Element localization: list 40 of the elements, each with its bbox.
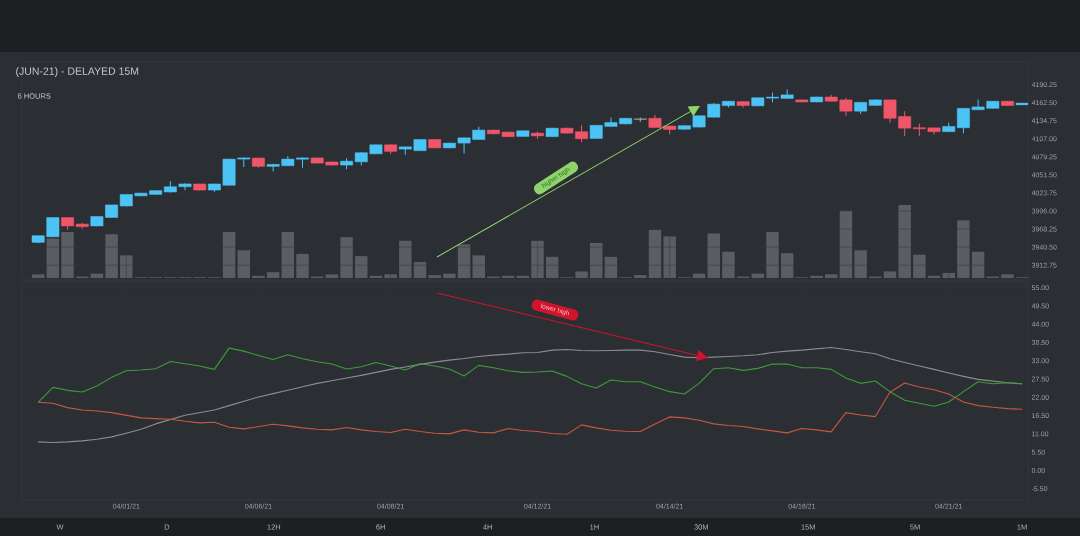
chart-title: (JUN-21) - DELAYED 15M bbox=[16, 67, 139, 77]
bar bbox=[648, 229, 662, 278]
bar bbox=[825, 274, 838, 278]
bar bbox=[105, 234, 118, 278]
bar bbox=[237, 250, 251, 278]
bar bbox=[604, 256, 618, 278]
bar bbox=[810, 275, 823, 278]
bar bbox=[428, 275, 441, 278]
bar bbox=[266, 272, 280, 278]
bar bbox=[883, 271, 897, 278]
bar bbox=[31, 274, 45, 278]
bar bbox=[472, 255, 485, 278]
line-series bbox=[37, 347, 1023, 407]
bar bbox=[384, 274, 397, 278]
bar bbox=[722, 251, 735, 278]
bar bbox=[780, 253, 794, 278]
bar bbox=[575, 271, 588, 278]
bar bbox=[545, 256, 559, 278]
bar bbox=[120, 255, 133, 278]
bar bbox=[634, 275, 647, 278]
bar bbox=[413, 261, 427, 278]
bar bbox=[663, 236, 676, 278]
bar bbox=[957, 220, 970, 278]
bar bbox=[325, 274, 339, 278]
bar bbox=[61, 232, 74, 278]
bar bbox=[222, 232, 236, 278]
bar bbox=[898, 205, 911, 278]
bar bbox=[942, 272, 955, 278]
bar bbox=[355, 256, 368, 278]
bar bbox=[913, 254, 926, 278]
bar bbox=[854, 250, 867, 278]
bar bbox=[707, 233, 720, 278]
bar bbox=[281, 232, 295, 278]
bar bbox=[971, 251, 985, 278]
bar bbox=[1001, 274, 1014, 278]
bar bbox=[399, 240, 412, 278]
bar bbox=[766, 232, 779, 278]
bar bbox=[296, 253, 309, 278]
bar bbox=[340, 237, 353, 278]
bar bbox=[443, 273, 456, 278]
